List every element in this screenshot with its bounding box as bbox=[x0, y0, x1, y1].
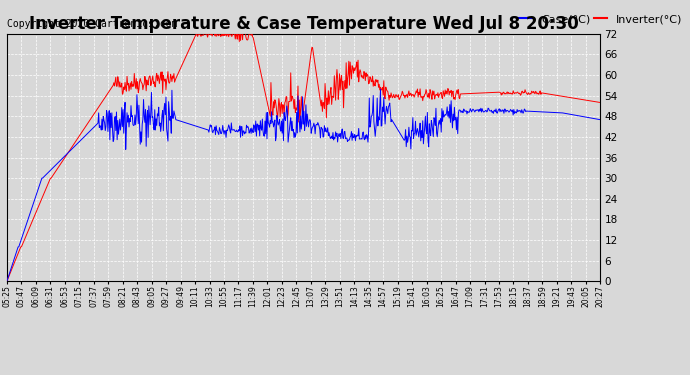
Text: Copyright 2020 Cartronics.com: Copyright 2020 Cartronics.com bbox=[7, 19, 177, 29]
Text: Inverter Temperature & Case Temperature Wed Jul 8 20:30: Inverter Temperature & Case Temperature … bbox=[29, 15, 578, 33]
Legend: Case(°C), Inverter(°C): Case(°C), Inverter(°C) bbox=[515, 10, 687, 28]
